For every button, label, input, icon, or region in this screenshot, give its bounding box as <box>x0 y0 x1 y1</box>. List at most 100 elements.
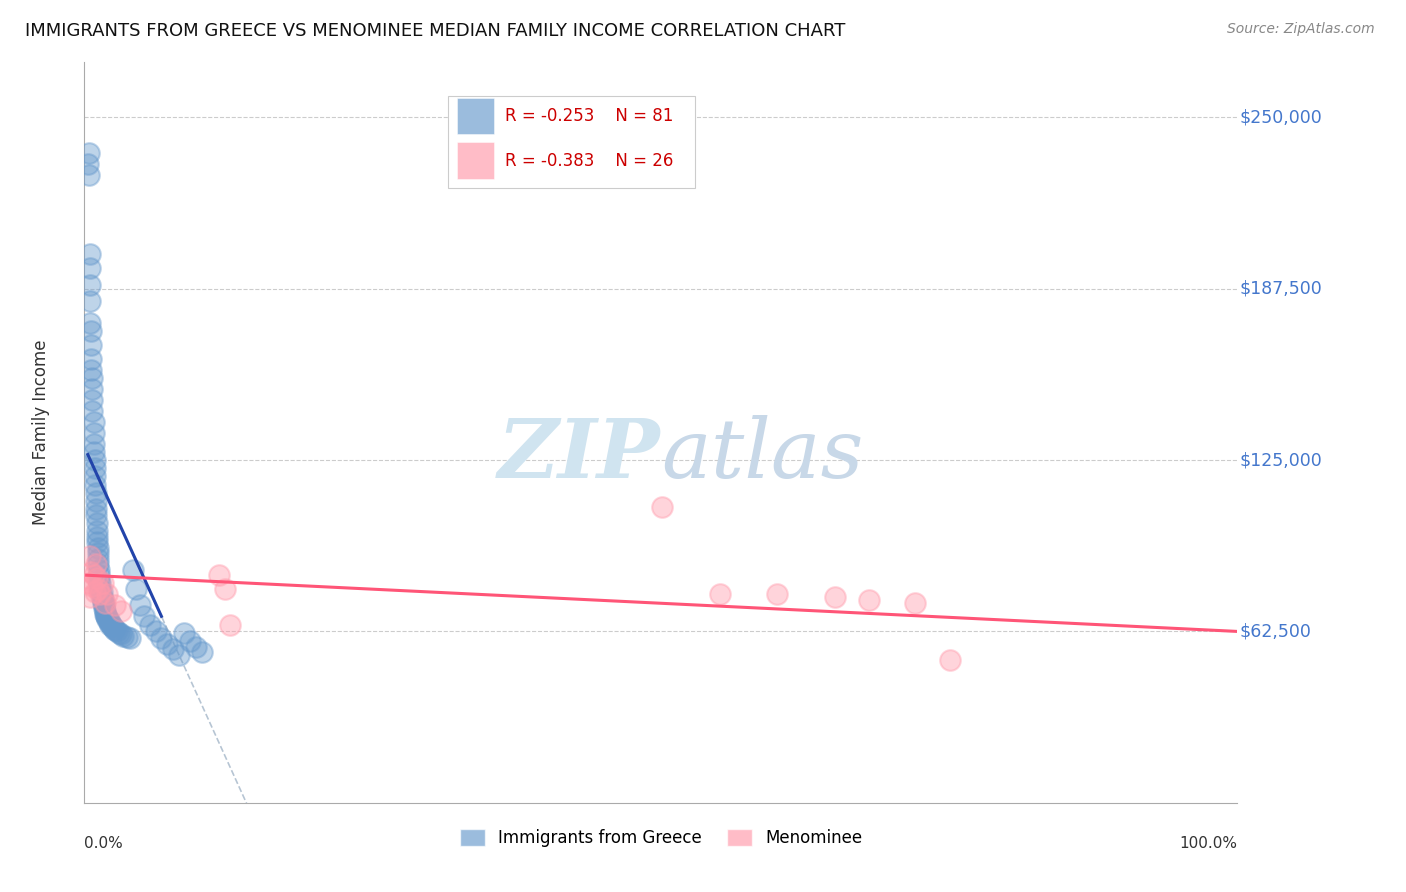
Point <box>219 617 242 632</box>
Point <box>110 604 132 618</box>
Point <box>208 568 231 582</box>
Legend: Immigrants from Greece, Menominee: Immigrants from Greece, Menominee <box>453 822 869 854</box>
Point <box>96 609 118 624</box>
Point <box>93 599 115 613</box>
Point <box>156 637 179 651</box>
Point <box>134 609 156 624</box>
Point <box>89 574 111 588</box>
Point <box>96 607 118 622</box>
Point <box>103 622 125 636</box>
Point <box>79 316 101 330</box>
Point <box>86 530 108 544</box>
Point <box>83 425 105 440</box>
Point <box>904 596 927 610</box>
Point <box>86 516 108 530</box>
Text: atlas: atlas <box>661 415 863 495</box>
Point <box>79 590 101 604</box>
Point <box>938 653 960 667</box>
Point <box>87 551 110 566</box>
Point <box>89 587 111 601</box>
Point <box>766 587 789 601</box>
Point <box>105 624 128 639</box>
Point <box>104 623 127 637</box>
Point <box>167 648 190 662</box>
Text: R = -0.253    N = 81: R = -0.253 N = 81 <box>505 107 673 125</box>
Point <box>98 617 121 632</box>
Point <box>83 584 105 599</box>
FancyBboxPatch shape <box>457 98 494 135</box>
Point <box>96 612 118 626</box>
Point <box>91 596 114 610</box>
Point <box>709 587 731 601</box>
Point <box>80 324 103 338</box>
Point <box>79 261 101 276</box>
Point <box>79 277 101 292</box>
Point <box>91 593 114 607</box>
Point <box>80 566 103 580</box>
Text: Source: ZipAtlas.com: Source: ZipAtlas.com <box>1227 22 1375 37</box>
Text: $187,500: $187,500 <box>1240 280 1322 298</box>
FancyBboxPatch shape <box>457 143 494 178</box>
Point <box>94 607 117 621</box>
Point <box>96 610 118 624</box>
Point <box>97 615 120 629</box>
FancyBboxPatch shape <box>447 95 696 188</box>
Point <box>84 508 107 522</box>
Text: 100.0%: 100.0% <box>1180 836 1237 851</box>
Point <box>824 590 846 604</box>
Point <box>125 582 148 596</box>
Point <box>89 568 111 582</box>
Point <box>101 620 124 634</box>
Point <box>76 157 98 171</box>
Text: ZIP: ZIP <box>498 415 661 495</box>
Point <box>120 632 142 646</box>
Point <box>97 614 120 628</box>
Point <box>86 524 108 539</box>
Point <box>96 587 118 601</box>
Point <box>82 382 104 396</box>
Point <box>77 145 100 160</box>
Point <box>87 558 110 572</box>
Point <box>184 640 207 654</box>
Point <box>79 247 101 261</box>
Point <box>145 624 167 639</box>
Point <box>94 604 117 618</box>
Point <box>98 616 121 631</box>
Text: 0.0%: 0.0% <box>84 836 124 851</box>
Point <box>84 558 107 572</box>
Point <box>112 628 135 642</box>
Point <box>87 541 110 555</box>
Point <box>86 571 108 585</box>
Point <box>83 477 105 491</box>
Point <box>179 634 201 648</box>
Point <box>173 625 195 640</box>
Point <box>87 582 110 596</box>
Point <box>83 469 105 483</box>
Text: R = -0.383    N = 26: R = -0.383 N = 26 <box>505 152 673 169</box>
Text: $250,000: $250,000 <box>1240 108 1322 127</box>
Point <box>89 582 111 596</box>
Point <box>93 601 115 615</box>
Point <box>108 625 131 640</box>
Point <box>128 599 150 613</box>
Point <box>82 403 104 417</box>
Point <box>104 599 127 613</box>
Point <box>82 579 104 593</box>
Point <box>90 584 112 599</box>
Point <box>150 632 173 646</box>
Point <box>101 619 124 633</box>
Point <box>84 494 107 508</box>
Text: Median Family Income: Median Family Income <box>31 340 49 525</box>
Point <box>80 362 103 376</box>
Point <box>79 549 101 563</box>
Text: $125,000: $125,000 <box>1240 451 1322 469</box>
Text: IMMIGRANTS FROM GREECE VS MENOMINEE MEDIAN FAMILY INCOME CORRELATION CHART: IMMIGRANTS FROM GREECE VS MENOMINEE MEDI… <box>25 22 845 40</box>
Point <box>80 351 103 366</box>
Point <box>84 486 107 500</box>
Point <box>86 535 108 549</box>
Point <box>139 617 162 632</box>
Point <box>83 568 105 582</box>
Point <box>83 453 105 467</box>
Point <box>91 576 114 591</box>
Point <box>84 502 107 516</box>
